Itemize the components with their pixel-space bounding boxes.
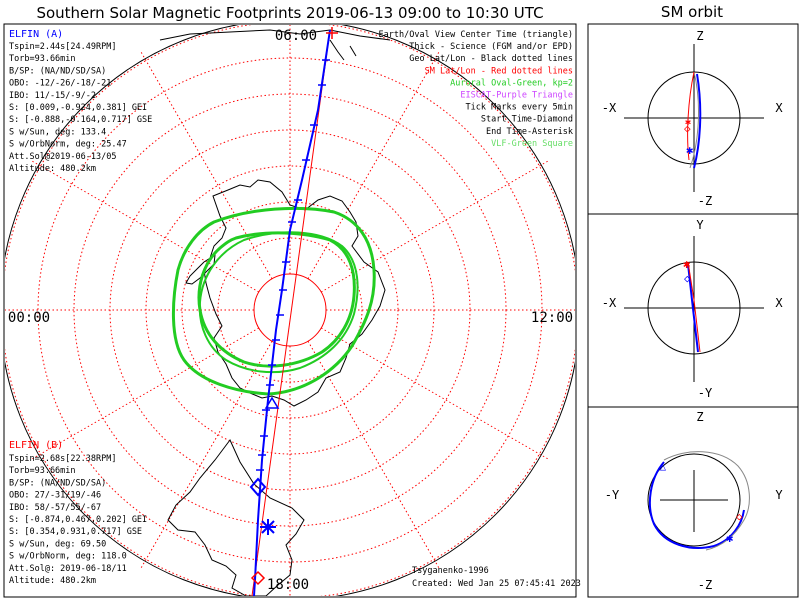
figure-title: Southern Solar Magnetic Footprints 2019-…	[36, 4, 543, 22]
elfin-a-start-diamond	[249, 477, 267, 497]
auroral-oval-inner	[197, 231, 356, 368]
sm-lat-ring	[109, 129, 471, 491]
sm-xy-a-start: ◇	[684, 272, 691, 285]
elfin-a-info-line: Att.Sol@2019-06-13/05	[9, 152, 116, 162]
sm-lat-ring	[253, 273, 327, 347]
legend-item: Thick - Science (FGM and/or EPD)	[409, 42, 573, 52]
sm-lon-spoke	[320, 327, 551, 461]
polar-map	[5, 25, 575, 596]
sm-xy-right-label: X	[775, 296, 783, 310]
sm-yz-b-start: ◇	[736, 510, 743, 523]
sm-lon-spoke	[139, 340, 273, 571]
elfin-b-track	[251, 29, 331, 596]
elfin-b-info-line: Altitude: 480.2km	[9, 576, 96, 586]
model-credit: Tsyganenko-1996	[412, 566, 489, 576]
legend-item: Auroral Oval-Green, kp=2	[450, 78, 573, 88]
auroral-oval-middle	[198, 231, 359, 374]
sm-xz-frame	[587, 23, 799, 215]
mlt-label-right: 12:00	[531, 310, 573, 326]
sm-orbit-title: SM orbit	[661, 3, 723, 21]
sm-xz-panel: Z -Z -X X ◇ ✱ ✱	[602, 29, 784, 208]
sm-xy-left-label: -X	[602, 296, 617, 310]
created-timestamp: Created: Wed Jan 25 07:45:41 2023	[412, 579, 581, 589]
auroral-oval-outer	[171, 206, 376, 396]
elfin-b-end-asterisk	[326, 27, 338, 39]
elfin-b-info-line: Torb=93.66min	[9, 466, 76, 476]
sm-yz-frame	[587, 406, 799, 598]
elfin-a-info-line: B/SP: (NA/ND/SD/SA)	[9, 66, 106, 76]
legend-item: SM Lat/Lon - Red dotted lines	[425, 66, 573, 76]
elfin-b-info-line: Att.Sol@: 2019-06-18/11	[9, 564, 127, 574]
tick-marks	[256, 59, 330, 471]
elfin-a-info-line: S: [-0.888,-0.164,0.717] GSE	[9, 115, 152, 125]
sm-yz-panel: Z -Z -Y Y ◇ ✱ △	[605, 410, 784, 592]
elfin-b-info-line: S: [-0.874,0.467,0.202] GEI	[9, 515, 147, 525]
legend-item: Tick Marks every 5min	[466, 103, 573, 113]
sm-yz-up-label: Z	[696, 410, 703, 424]
legend-item: Earth/Oval View Center Time (triangle)	[379, 30, 573, 40]
legend-item: EISCAT-Purple Triangle	[460, 91, 573, 101]
sm-lon-spoke	[307, 340, 441, 571]
elfin-b-title: ELFIN (B)	[9, 440, 63, 451]
sm-xz-up-label: Z	[696, 29, 703, 43]
new-zealand-coastline	[329, 39, 357, 61]
sm-xz-left-label: -X	[602, 101, 617, 115]
elfin-b-info-line: OBO: 27/-31/19/-46	[9, 491, 101, 501]
sm-xy-up-label: Y	[696, 218, 704, 232]
elfin-b-info-line: S: [0.354,0.931,0.717] GSE	[9, 527, 142, 537]
legend: Earth/Oval View Center Time (triangle) Th…	[379, 30, 573, 149]
sm-lon-spoke	[307, 49, 441, 280]
elfin-a-track	[253, 29, 331, 596]
sm-yz-right-label: Y	[775, 488, 783, 502]
elfin-a-info-line: S w/Sun, deg: 133.4	[9, 127, 106, 137]
sm-xz-a-end: ✱	[686, 143, 693, 157]
elfin-a-info-line: IBO: 11/-15/-9/-2	[9, 91, 96, 101]
elfin-b-info-line: IBO: 58/-57/55/-67	[9, 503, 101, 513]
elfin-a-info-line: Tspin=2.44s[24.49RPM]	[9, 42, 116, 52]
elfin-a-info-line: S w/OrbNorm, deg: 25.47	[9, 140, 127, 150]
elfin-a-end-asterisk	[260, 519, 276, 535]
sm-lat-ring	[73, 93, 507, 527]
sm-xy-down-label: -Y	[698, 386, 713, 400]
elfin-a-title: ELFIN (A)	[9, 29, 63, 40]
sm-lon-spoke	[139, 49, 273, 280]
sm-yz-down-label: -Z	[698, 578, 712, 592]
australia-coastline	[159, 29, 391, 41]
elfin-b-info: ELFIN (B) Tspin=2.68s[22.38RPM] Torb=93.6…	[9, 440, 147, 586]
elfin-b-info-line: Tspin=2.68s[22.38RPM]	[9, 454, 116, 464]
south-america-coastline	[167, 439, 305, 596]
elfin-a-info-line: S: [0.009,-0.924,0.381] GEI	[9, 103, 147, 113]
mlt-label-left: 00:00	[8, 310, 50, 326]
sm-yz-a-end: ✱	[726, 531, 733, 545]
sm-xz-down-label: -Z	[698, 194, 712, 208]
sm-lon-spoke	[29, 159, 260, 293]
elfin-a-info-line: Altitude: 480.2km	[9, 164, 96, 174]
mlt-label-bottom: 18:00	[267, 577, 309, 593]
sm-xz-right-label: X	[775, 101, 783, 115]
legend-item: End Time-Asterisk	[486, 127, 573, 137]
elfin-a-info: ELFIN (A) Tspin=2.44s[24.49RPM] Torb=93.6…	[9, 29, 152, 174]
sm-yz-a-start: △	[660, 462, 666, 473]
legend-item: Geo Lat/Lon - Black dotted lines	[409, 54, 573, 64]
elfin-b-start-diamond	[250, 570, 266, 586]
sm-yz-left-label: -Y	[605, 488, 620, 502]
elfin-b-info-line: S w/Sun, deg: 69.50	[9, 539, 106, 549]
mlt-label-top: 06:00	[275, 28, 317, 44]
sm-lon-spoke	[29, 327, 260, 461]
sm-xz-b-end: ✱	[685, 117, 691, 128]
elfin-a-info-line: OBO: -12/-26/-18/-21	[9, 79, 111, 89]
legend-item: Start Time-Diamond	[481, 115, 573, 125]
polar-map-frame	[3, 23, 577, 598]
sm-grid	[5, 25, 575, 596]
elfin-a-center-triangle	[264, 396, 280, 409]
sm-xz-b-start: ◇	[684, 122, 691, 135]
elfin-b-info-line: B/SP: (NA/ND/SD/SA)	[9, 478, 106, 488]
legend-item: VLF-Green Square	[491, 139, 573, 149]
elfin-b-info-line: S w/OrbNorm, deg: 118.0	[9, 552, 127, 562]
sm-xy-b-end: ✱	[683, 257, 690, 271]
sm-lon-spoke	[320, 159, 551, 293]
sm-xy-panel: Y -Y -X X ✱ ◇	[602, 218, 784, 400]
elfin-a-info-line: Torb=93.66min	[9, 54, 76, 64]
